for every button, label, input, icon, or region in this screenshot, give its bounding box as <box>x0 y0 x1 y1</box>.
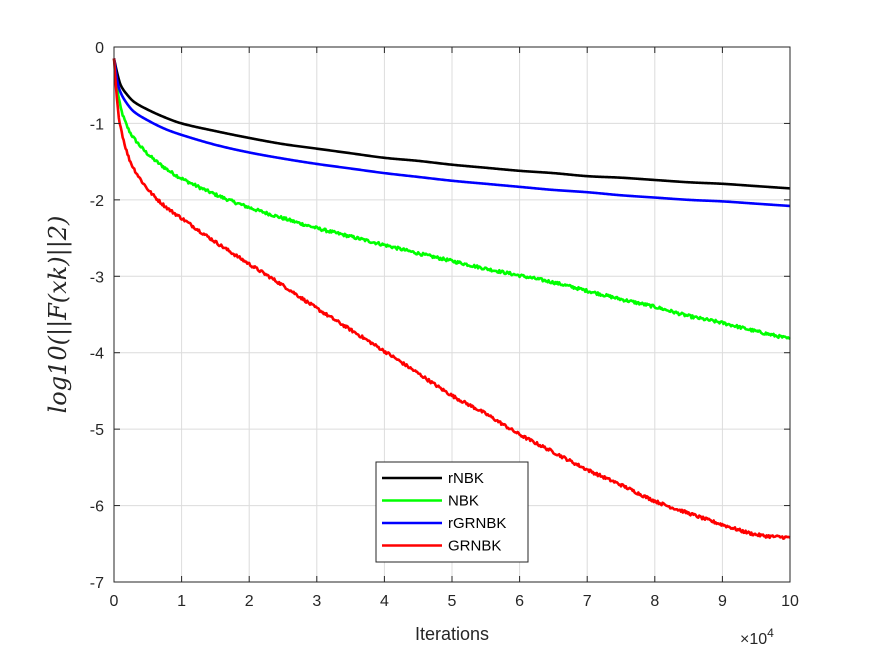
y-tick-labels: 0 -1 -2 -3 -4 -5 -6 -7 <box>90 40 104 592</box>
x-tick-label: 8 <box>650 593 659 610</box>
y-tick-label: -5 <box>90 422 104 439</box>
series-lines <box>112 58 791 540</box>
legend-label-rnbk: rNBK <box>448 470 484 487</box>
x-tick-label: 0 <box>110 593 119 610</box>
y-tick-label: -3 <box>90 269 104 286</box>
x-tick-label: 4 <box>380 593 389 610</box>
series-line-grnbk <box>112 58 791 540</box>
y-tick-label: -7 <box>90 575 104 592</box>
y-tick-label: -4 <box>90 346 104 363</box>
x-tick-label: 7 <box>583 593 592 610</box>
y-tick-label: -1 <box>90 116 104 133</box>
x-tick-labels: 0 1 2 3 4 5 6 7 8 9 10 <box>110 593 799 610</box>
legend-label-nbk: NBK <box>448 493 479 510</box>
x-tick-label: 1 <box>177 593 186 610</box>
x-tick-label: 10 <box>781 593 799 610</box>
x-tick-label: 5 <box>448 593 457 610</box>
legend: rNBK NBK rGRNBK GRNBK <box>375 461 529 563</box>
y-tick-label: 0 <box>95 40 104 57</box>
legend-label-grnbk: GRNBK <box>448 538 501 555</box>
y-tick-label: -6 <box>90 499 104 516</box>
y-tick-label: -2 <box>90 193 104 210</box>
x-tick-label: 3 <box>312 593 321 610</box>
x-exponent-base: ×10 <box>740 631 767 648</box>
series-line-rgrnbk <box>112 58 791 208</box>
y-axis-label: log10(||F(xk)||2) <box>44 216 73 414</box>
x-exponent-label: ×104 <box>740 626 774 648</box>
series-line-nbk <box>112 58 791 340</box>
y-axis-label-group: log10(||F(xk)||2) <box>44 216 73 414</box>
legend-label-rgrnbk: rGRNBK <box>448 515 506 532</box>
x-exponent-power: 4 <box>767 626 774 640</box>
x-tick-label: 9 <box>718 593 727 610</box>
series-line-rnbk <box>112 58 791 190</box>
x-tick-label: 2 <box>245 593 254 610</box>
ticks <box>113 46 791 583</box>
x-tick-label: 6 <box>515 593 524 610</box>
x-axis-label: Iterations <box>415 624 489 644</box>
